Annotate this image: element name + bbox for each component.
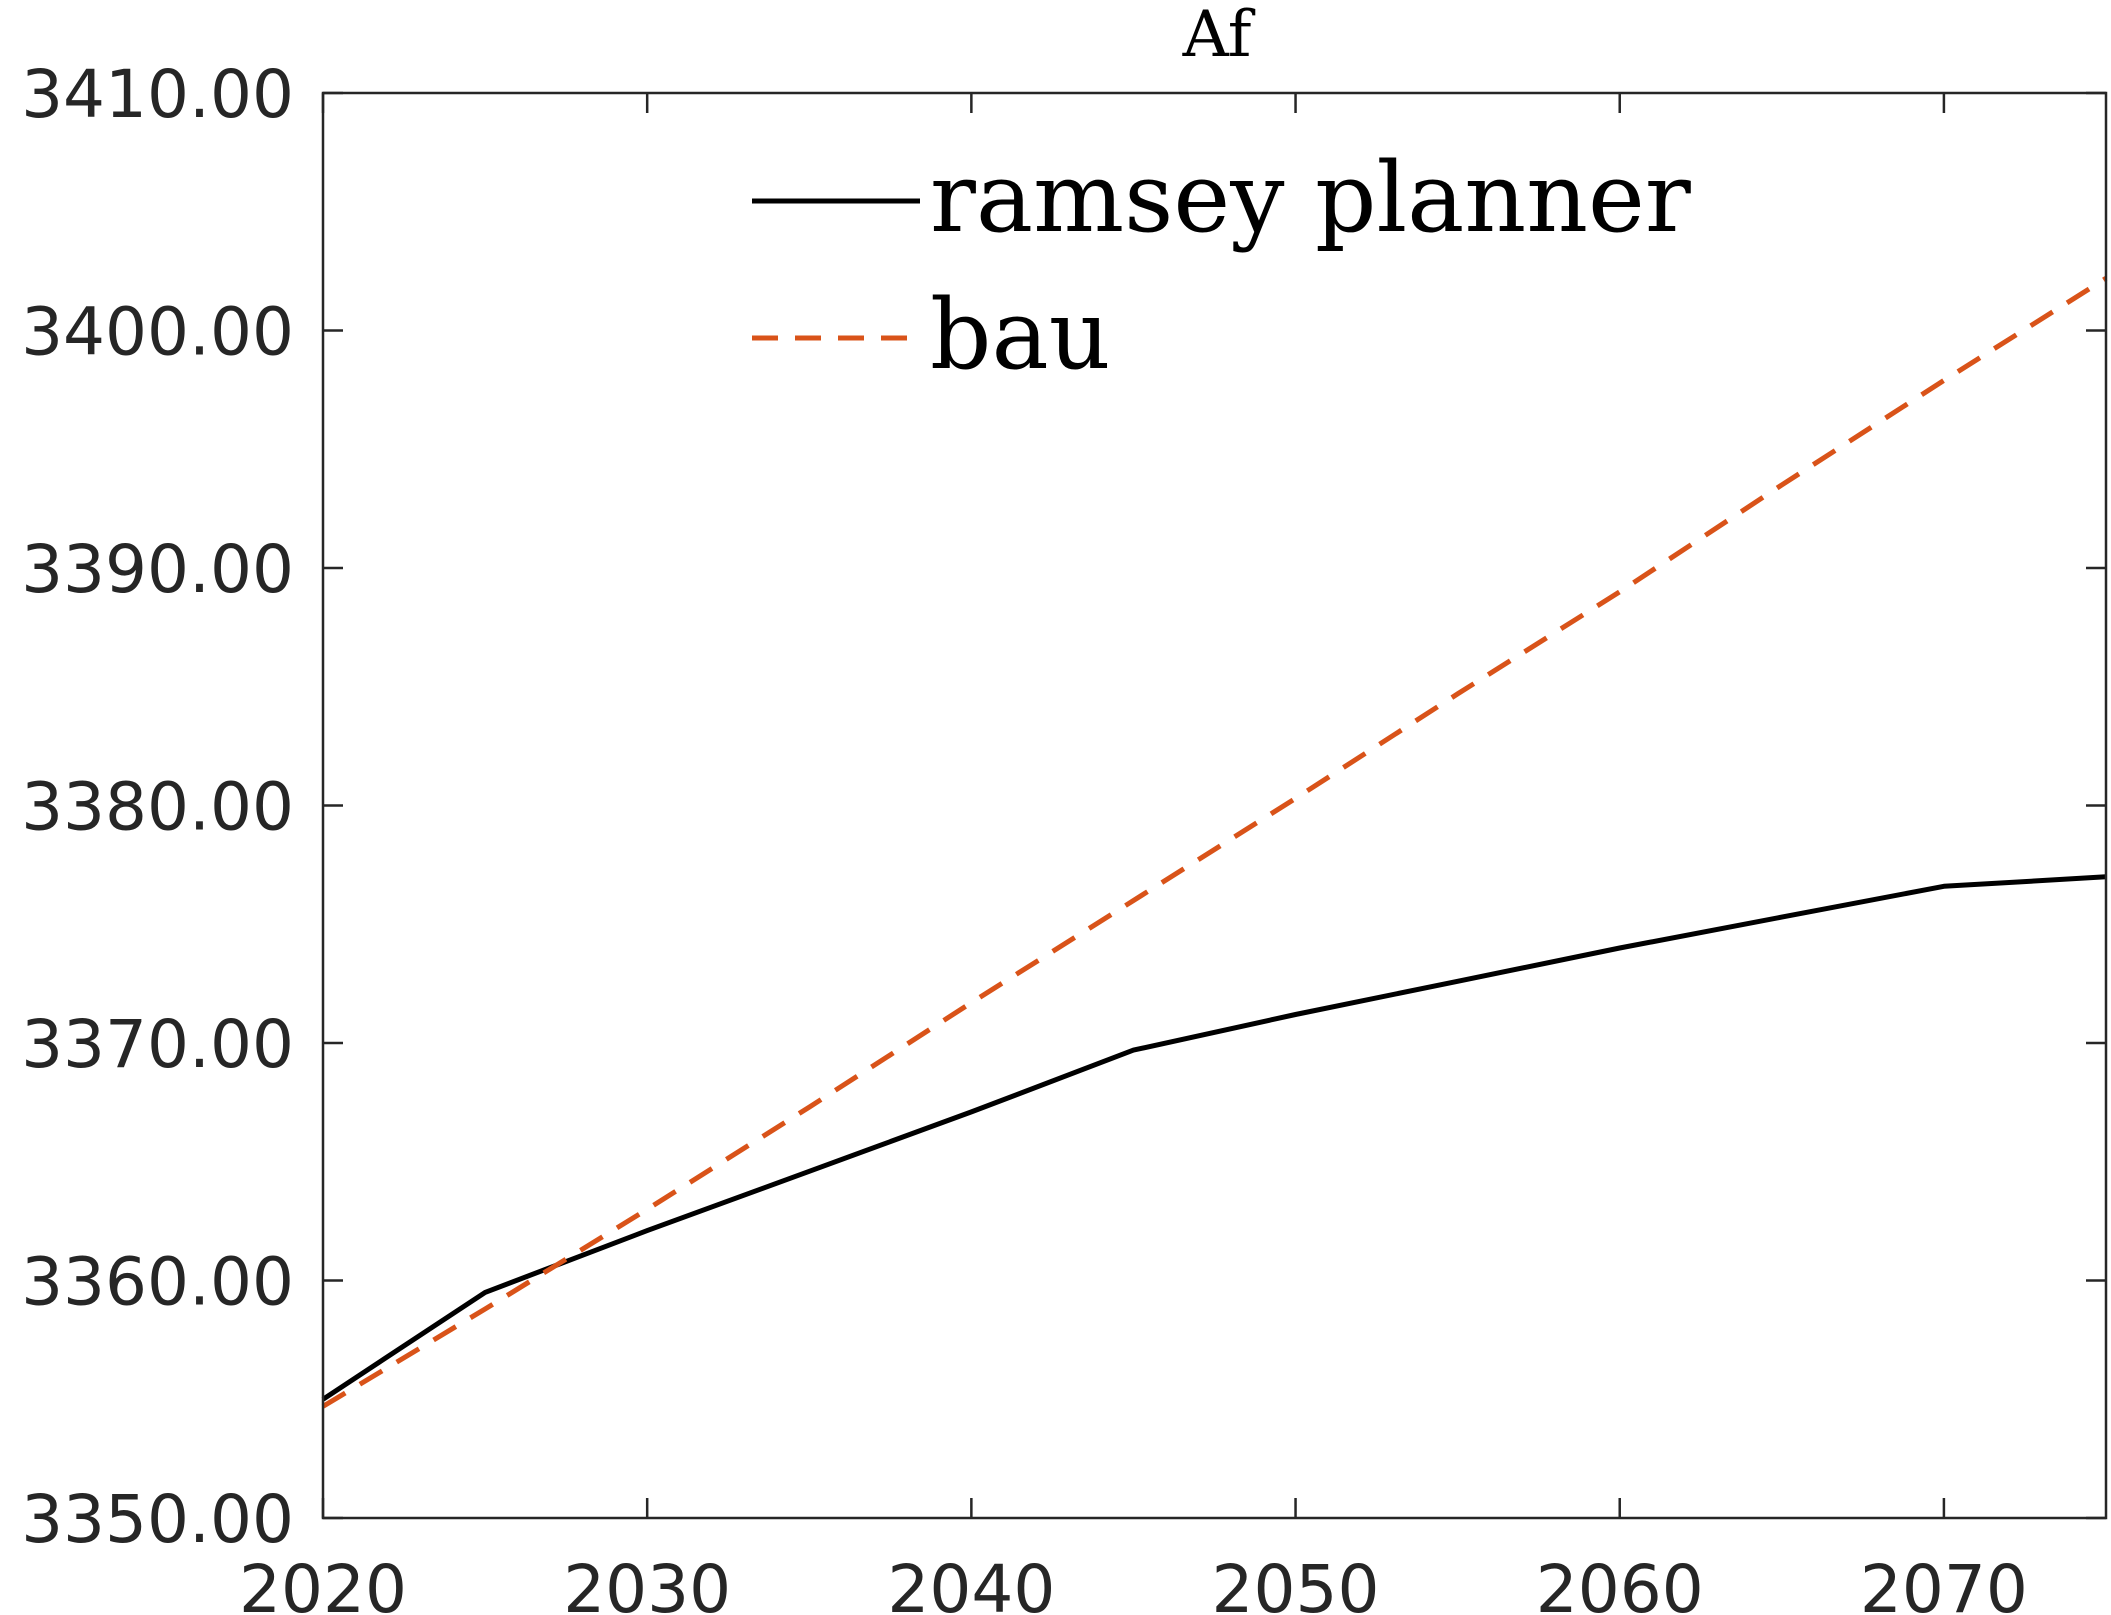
series-line-ramsey-planner — [321, 874, 2107, 1402]
y-tick-label: 3400.00 — [21, 294, 294, 371]
y-tick-label: 3390.00 — [21, 531, 294, 608]
y-tick-label: 3350.00 — [21, 1481, 294, 1558]
legend-label-bau: bau — [930, 279, 1111, 391]
plot-frame — [321, 91, 2108, 1520]
series-line-bau — [321, 276, 2108, 1409]
y-tick-label: 3360.00 — [21, 1244, 294, 1321]
x-tick-label: 2050 — [1212, 1551, 1380, 1615]
series-layer — [321, 276, 2108, 1409]
x-tick-label: 2060 — [1536, 1551, 1704, 1615]
y-tick-label: 3380.00 — [21, 769, 294, 846]
chart-title: Af — [1182, 0, 1256, 72]
x-tick-label: 2020 — [239, 1551, 407, 1615]
axes-layer: 2020 2030 2040 2050 2060 2070 3350.00 3360.00 33… — [21, 56, 2108, 1615]
x-tick-label: 2070 — [1860, 1551, 2028, 1615]
x-tick-label: 2040 — [887, 1551, 1055, 1615]
legend-label-ramsey-planner: ramsey planner — [930, 142, 1691, 254]
x-tick-label: 2030 — [563, 1551, 731, 1615]
y-tick-label: 3410.00 — [21, 56, 294, 133]
y-tick-label: 3370.00 — [21, 1006, 294, 1083]
legend: ramsey planner bau — [752, 142, 1691, 391]
